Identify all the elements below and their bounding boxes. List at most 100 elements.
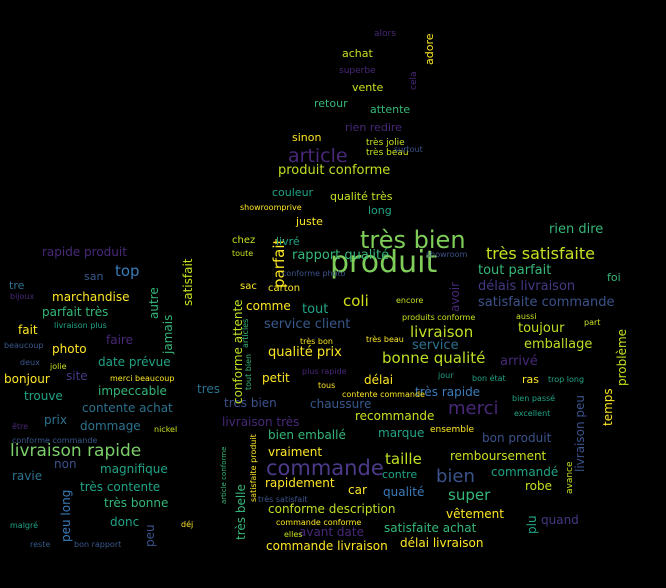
cloud-word: non [54, 457, 77, 471]
cloud-word: part [584, 318, 601, 327]
cloud-word: long [368, 204, 392, 217]
cloud-word: toute [232, 249, 254, 258]
cloud-word: chaussure [310, 397, 372, 411]
cloud-word: tous [318, 381, 336, 390]
cloud-word: remboursement [450, 449, 547, 463]
cloud-word: taille [385, 450, 422, 468]
cloud-word: bon produit [482, 431, 552, 445]
cloud-word: très jolie [366, 138, 405, 148]
cloud-word: bon rapport [74, 540, 122, 549]
cloud-word: tre [9, 279, 25, 292]
cloud-word: nickel [154, 425, 178, 434]
cloud-word: très bonne [104, 496, 169, 510]
cloud-word: reste [30, 540, 51, 549]
cloud-word: produit conforme [278, 163, 391, 178]
cloud-word: toujour [518, 321, 565, 336]
cloud-word: conforme attente [231, 299, 245, 404]
cloud-word: rapidement [265, 476, 335, 490]
cloud-word: showroomprive [240, 203, 302, 212]
cloud-word: sac [240, 281, 257, 292]
cloud-word: cela [409, 71, 419, 90]
cloud-word: tout [302, 302, 329, 317]
cloud-word: superbe [339, 66, 376, 76]
cloud-word: satisfaite achat [384, 521, 477, 535]
cloud-word: sinon [292, 131, 322, 144]
cloud-word: très beau [366, 335, 404, 344]
cloud-word: peu long [59, 489, 73, 542]
cloud-word: bijoux [10, 292, 35, 301]
cloud-word: super [448, 486, 491, 504]
cloud-word: contente commande [342, 390, 425, 399]
cloud-word: bien emballé [268, 428, 346, 442]
cloud-word: très contente [80, 480, 161, 494]
cloud-word: vêtement [446, 507, 504, 521]
cloud-word: très beau [366, 148, 409, 158]
cloud-word: articles [241, 318, 250, 348]
cloud-word: satisfaite produit [249, 434, 258, 502]
cloud-word: marchandise [52, 290, 130, 304]
cloud-word: tres [197, 382, 221, 396]
cloud-word: vente [352, 81, 384, 94]
cloud-word: délai livraison [400, 536, 484, 550]
cloud-word: fait [18, 323, 38, 337]
cloud-word: avant date [299, 525, 364, 539]
cloud-word: couleur [272, 186, 314, 199]
cloud-word: san [84, 270, 104, 283]
cloud-word: qualité [383, 485, 425, 499]
cloud-word: petit [262, 371, 290, 385]
cloud-word: très rapide [415, 385, 481, 399]
cloud-word: ensemble [430, 425, 474, 435]
cloud-word: rapide produit [42, 245, 127, 259]
cloud-word: car [348, 483, 367, 497]
cloud-word: foi [607, 271, 621, 284]
cloud-word: service [412, 338, 459, 353]
cloud-word: très satisfaite [486, 244, 595, 263]
cloud-word: bon état [472, 374, 506, 383]
cloud-word: être [12, 422, 29, 431]
cloud-word: rapport qualité [292, 248, 390, 263]
cloud-word: produit [330, 245, 438, 280]
cloud-word: bien [436, 466, 475, 487]
cloud-word: carton [268, 283, 301, 294]
cloud-word: showroom [426, 250, 468, 259]
cloud-word: merci beaucoup [110, 374, 175, 383]
cloud-word: surtout [394, 145, 423, 154]
cloud-word: bonjour [4, 372, 50, 386]
cloud-word: très belle [234, 484, 248, 540]
cloud-word: top [115, 262, 140, 280]
cloud-word: trop long [548, 375, 585, 384]
cloud-word: commande livraison [266, 539, 388, 553]
cloud-word: donc [110, 515, 140, 529]
cloud-word: jamais [161, 314, 175, 354]
cloud-word: très bon [300, 337, 333, 346]
cloud-word: livré [276, 235, 300, 248]
cloud-word: chez [232, 235, 256, 246]
cloud-word: quand [541, 513, 579, 527]
cloud-word: satisfaite commande [478, 295, 615, 310]
cloud-word: article [288, 145, 348, 167]
cloud-word: ras [522, 373, 539, 386]
cloud-word: ravie [12, 469, 43, 483]
cloud-word: conforme commande [12, 436, 98, 445]
cloud-word: marque [378, 426, 425, 440]
cloud-word: aussi [516, 312, 537, 321]
cloud-word: dommage [80, 419, 141, 433]
cloud-word: commandé [491, 465, 559, 479]
cloud-word: trouve [24, 389, 63, 403]
cloud-word: livraison rapide [10, 441, 142, 461]
cloud-word: impeccable [98, 384, 167, 398]
cloud-word: temps [601, 388, 615, 426]
cloud-word: jour [438, 371, 454, 380]
cloud-word: attente [370, 103, 411, 116]
cloud-word: arrivé [500, 354, 538, 369]
cloud-word: conforme photo [282, 269, 346, 278]
cloud-word: très satisfait [258, 495, 308, 504]
cloud-word: retour [314, 97, 348, 110]
cloud-word: service client [264, 317, 351, 332]
cloud-word: malgré [10, 521, 39, 530]
cloud-word: satisfait [181, 258, 195, 306]
cloud-word: tout parfait [478, 263, 552, 278]
cloud-word: qualité prix [268, 345, 342, 360]
cloud-word: emballage [524, 337, 593, 352]
